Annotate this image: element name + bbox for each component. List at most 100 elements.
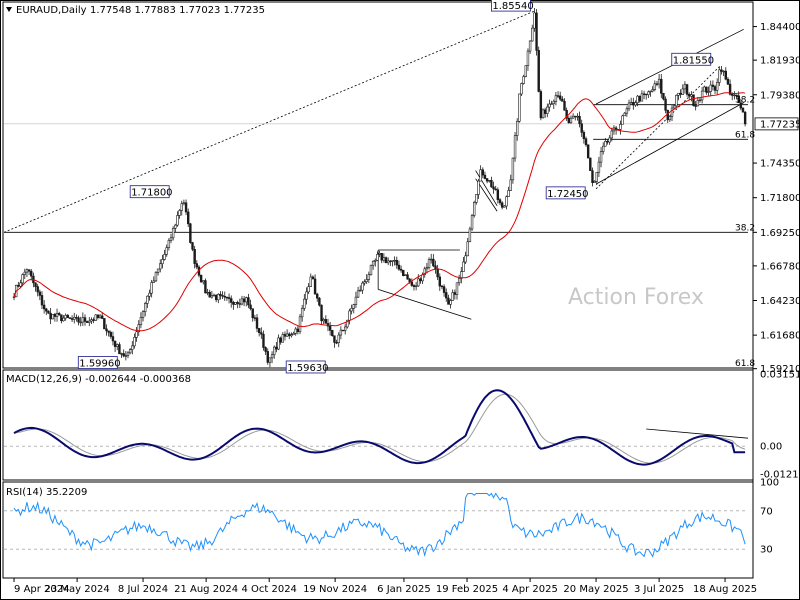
candle-body	[700, 90, 704, 101]
candle-body	[296, 328, 300, 333]
candle-body	[100, 315, 104, 319]
candle-body	[118, 344, 121, 355]
candle-body	[303, 298, 306, 309]
candle-body	[150, 282, 153, 294]
candle-body	[311, 276, 315, 280]
candle-body	[320, 304, 323, 322]
candle-body	[543, 109, 547, 114]
candle-body	[120, 353, 123, 355]
macd-line	[13, 389, 746, 466]
candle-body	[161, 259, 164, 265]
candle-body	[597, 161, 601, 173]
candle-body	[139, 317, 143, 325]
candle-body	[380, 253, 383, 261]
time-tick-label: 4 Oct 2024	[241, 584, 296, 595]
candle-body	[324, 319, 328, 324]
candle-body	[580, 123, 583, 133]
candle-body	[212, 294, 216, 297]
candle-body	[694, 105, 697, 107]
candle-body	[354, 296, 358, 305]
candle-body	[657, 78, 661, 85]
candle-body	[184, 202, 188, 213]
candle-body	[595, 171, 598, 182]
candle-body	[152, 280, 156, 283]
candle-body	[552, 101, 555, 105]
candle-body	[113, 340, 117, 347]
candle-body	[518, 93, 521, 122]
candle-body	[660, 78, 663, 94]
candle-body	[602, 145, 605, 152]
candle-body	[281, 334, 285, 343]
time-tick-label: 18 Aug 2025	[693, 584, 757, 595]
price-tick-label: 1.59210	[760, 364, 800, 375]
candle-body	[440, 285, 444, 288]
candle-body	[399, 268, 403, 271]
candle-body	[262, 333, 265, 348]
candle-body	[533, 12, 536, 29]
candle-body	[423, 268, 426, 276]
candle-body	[189, 223, 192, 243]
candle-body	[290, 334, 293, 337]
price-label: 1.85540	[492, 1, 533, 12]
candle-body	[83, 317, 87, 322]
price-label: 1.59630	[287, 363, 328, 374]
candle-body	[53, 313, 57, 317]
candle-body	[711, 84, 715, 87]
price-label-box	[671, 52, 712, 66]
candle-body	[240, 298, 244, 305]
candle-body	[45, 308, 48, 312]
ohlc-values: 1.77548 1.77883 1.77023 1.77235	[90, 5, 265, 16]
candle-body	[382, 257, 386, 261]
candle-body	[391, 260, 394, 262]
candle-body	[30, 270, 33, 277]
candle-body	[651, 89, 654, 92]
candle-body	[85, 321, 89, 323]
channel-upper-line	[595, 28, 744, 105]
candle-body	[348, 310, 351, 321]
candle-body	[541, 109, 545, 119]
rsi-tick-label: 30	[760, 545, 773, 556]
rsi-line	[13, 492, 746, 558]
candle-body	[524, 65, 528, 77]
candle-body	[705, 86, 708, 93]
candle-body	[468, 228, 472, 243]
price-label-box	[77, 356, 118, 369]
candle-body	[141, 311, 145, 318]
candle-body	[623, 112, 626, 117]
candle-body	[455, 282, 459, 295]
candle-body	[193, 249, 196, 264]
candle-body	[584, 138, 588, 146]
candle-body	[688, 94, 691, 97]
candle-body	[696, 100, 700, 107]
candle-body	[51, 313, 54, 320]
candle-body	[374, 259, 377, 262]
candle-body	[277, 337, 280, 350]
candle-body	[442, 286, 446, 293]
candle-body	[298, 316, 302, 333]
time-tick-label: 6 Jan 2025	[377, 584, 431, 595]
price-tick-label: 1.64230	[760, 296, 800, 307]
candle-body	[253, 317, 257, 319]
candle-body	[96, 314, 100, 318]
candle-body	[255, 317, 259, 329]
candle-body	[733, 94, 736, 97]
time-tick-label: 23 May 2024	[45, 584, 110, 595]
candle-body	[629, 102, 633, 104]
candle-body	[182, 202, 186, 204]
price-label-box	[545, 186, 586, 200]
candle-body	[404, 274, 407, 276]
candle-body	[75, 316, 78, 319]
candle-body	[131, 345, 134, 350]
candle-body	[202, 280, 205, 283]
candle-body	[477, 180, 480, 195]
candle-body	[739, 102, 743, 109]
candle-body	[249, 304, 252, 309]
candle-body	[449, 300, 452, 305]
collapse-triangle-icon[interactable]	[6, 7, 12, 12]
candle-body	[703, 86, 706, 92]
channel-lower-line	[595, 102, 744, 185]
candle-body	[429, 258, 433, 261]
candle-body	[718, 69, 721, 83]
candle-body	[307, 286, 310, 293]
candle-body	[103, 318, 106, 330]
